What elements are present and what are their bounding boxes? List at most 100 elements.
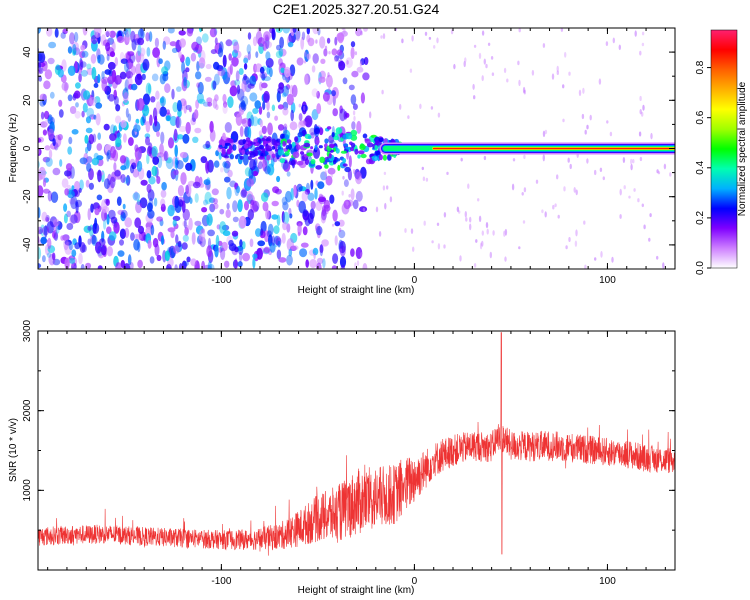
track-blob [266, 154, 271, 161]
noise-blob [225, 39, 233, 47]
noise-blob [243, 63, 248, 70]
noise-blob [264, 165, 271, 175]
noise-blob [45, 214, 50, 222]
noise-blob [266, 230, 272, 238]
noise-blob [321, 205, 326, 217]
noise-blob [124, 217, 132, 228]
noise-blob [251, 116, 259, 127]
noise-blob [276, 44, 281, 51]
noise-blob [85, 146, 89, 154]
noise-blob [334, 36, 338, 46]
noise-speck [575, 189, 578, 196]
noise-blob [254, 100, 261, 109]
noise-blob [185, 162, 193, 171]
noise-blob [106, 226, 112, 234]
noise-blob [80, 264, 85, 269]
noise-blob [185, 123, 190, 131]
noise-blob [63, 203, 68, 212]
noise-blob [105, 198, 110, 206]
noise-blob [139, 197, 148, 209]
noise-blob [73, 47, 81, 56]
noise-speck [481, 230, 484, 236]
noise-blob [45, 216, 50, 223]
noise-blob [94, 96, 101, 105]
noise-blob [278, 58, 283, 66]
noise-blob [127, 137, 134, 146]
spectrogram-panel: -100 0 100 -40 -20 0 20 40 Height of straight … [8, 27, 676, 296]
noise-blob [28, 165, 33, 170]
noise-blob [266, 111, 271, 119]
noise-blob [40, 224, 46, 237]
noise-blob [286, 171, 291, 177]
noise-speck [567, 157, 570, 163]
noise-blob [355, 247, 363, 259]
track-blob [286, 139, 292, 144]
noise-blob [141, 73, 146, 81]
noise-blob [286, 254, 293, 266]
noise-blob [146, 153, 150, 165]
noise-blob [148, 31, 153, 42]
track-blob [288, 143, 292, 151]
noise-blob [232, 216, 239, 223]
noise-speck [298, 103, 301, 108]
noise-blob [85, 179, 90, 188]
noise-blob [38, 51, 46, 63]
noise-blob [323, 48, 328, 57]
noise-blob [328, 135, 335, 144]
noise-blob [142, 58, 150, 71]
noise-blob [214, 244, 219, 258]
track-blob [282, 140, 286, 147]
noise-blob [104, 211, 108, 220]
noise-blob [235, 185, 241, 194]
noise-blob [146, 183, 152, 193]
noise-speck [541, 209, 544, 214]
noise-speck [568, 237, 571, 242]
noise-blob [267, 223, 274, 236]
noise-speck [324, 170, 327, 177]
noise-blob [69, 257, 76, 264]
noise-blob [217, 47, 224, 58]
noise-speck [492, 230, 495, 236]
noise-blob [219, 221, 227, 234]
track-blob [303, 142, 311, 148]
noise-blob [145, 121, 151, 133]
noise-blob [258, 106, 263, 115]
noise-blob [185, 184, 190, 195]
noise-blob [182, 133, 190, 144]
noise-blob [232, 49, 238, 58]
noise-blob [169, 41, 177, 47]
noise-blob [322, 92, 330, 102]
noise-speck [609, 131, 613, 137]
noise-blob [164, 250, 170, 262]
noise-blob [150, 224, 155, 236]
noise-blob [242, 252, 251, 262]
noise-blob [288, 207, 292, 216]
track-blob [333, 136, 340, 141]
noise-blob [148, 176, 156, 185]
y-tick-label: 1000 [22, 479, 33, 502]
noise-blob [71, 185, 75, 191]
noise-blob [316, 90, 320, 99]
noise-blob [52, 252, 56, 261]
noise-blob [38, 148, 40, 156]
noise-speck [481, 75, 484, 82]
noise-speck [463, 60, 466, 68]
noise-speck [622, 157, 626, 163]
noise-speck [324, 45, 328, 51]
noise-blob [192, 136, 199, 143]
noise-blob [224, 260, 230, 268]
noise-speck [542, 154, 545, 162]
noise-blob [147, 239, 152, 249]
noise-blob [119, 155, 127, 164]
noise-blob [109, 176, 116, 189]
noise-blob [125, 107, 129, 118]
noise-blob [267, 122, 273, 136]
noise-blob [167, 204, 175, 217]
noise-blob [78, 73, 82, 83]
noise-blob [88, 134, 95, 145]
noise-blob [177, 109, 182, 118]
noise-blob [306, 53, 311, 60]
noise-blob [106, 246, 114, 257]
noise-blob [82, 28, 88, 36]
noise-blob [286, 238, 294, 252]
